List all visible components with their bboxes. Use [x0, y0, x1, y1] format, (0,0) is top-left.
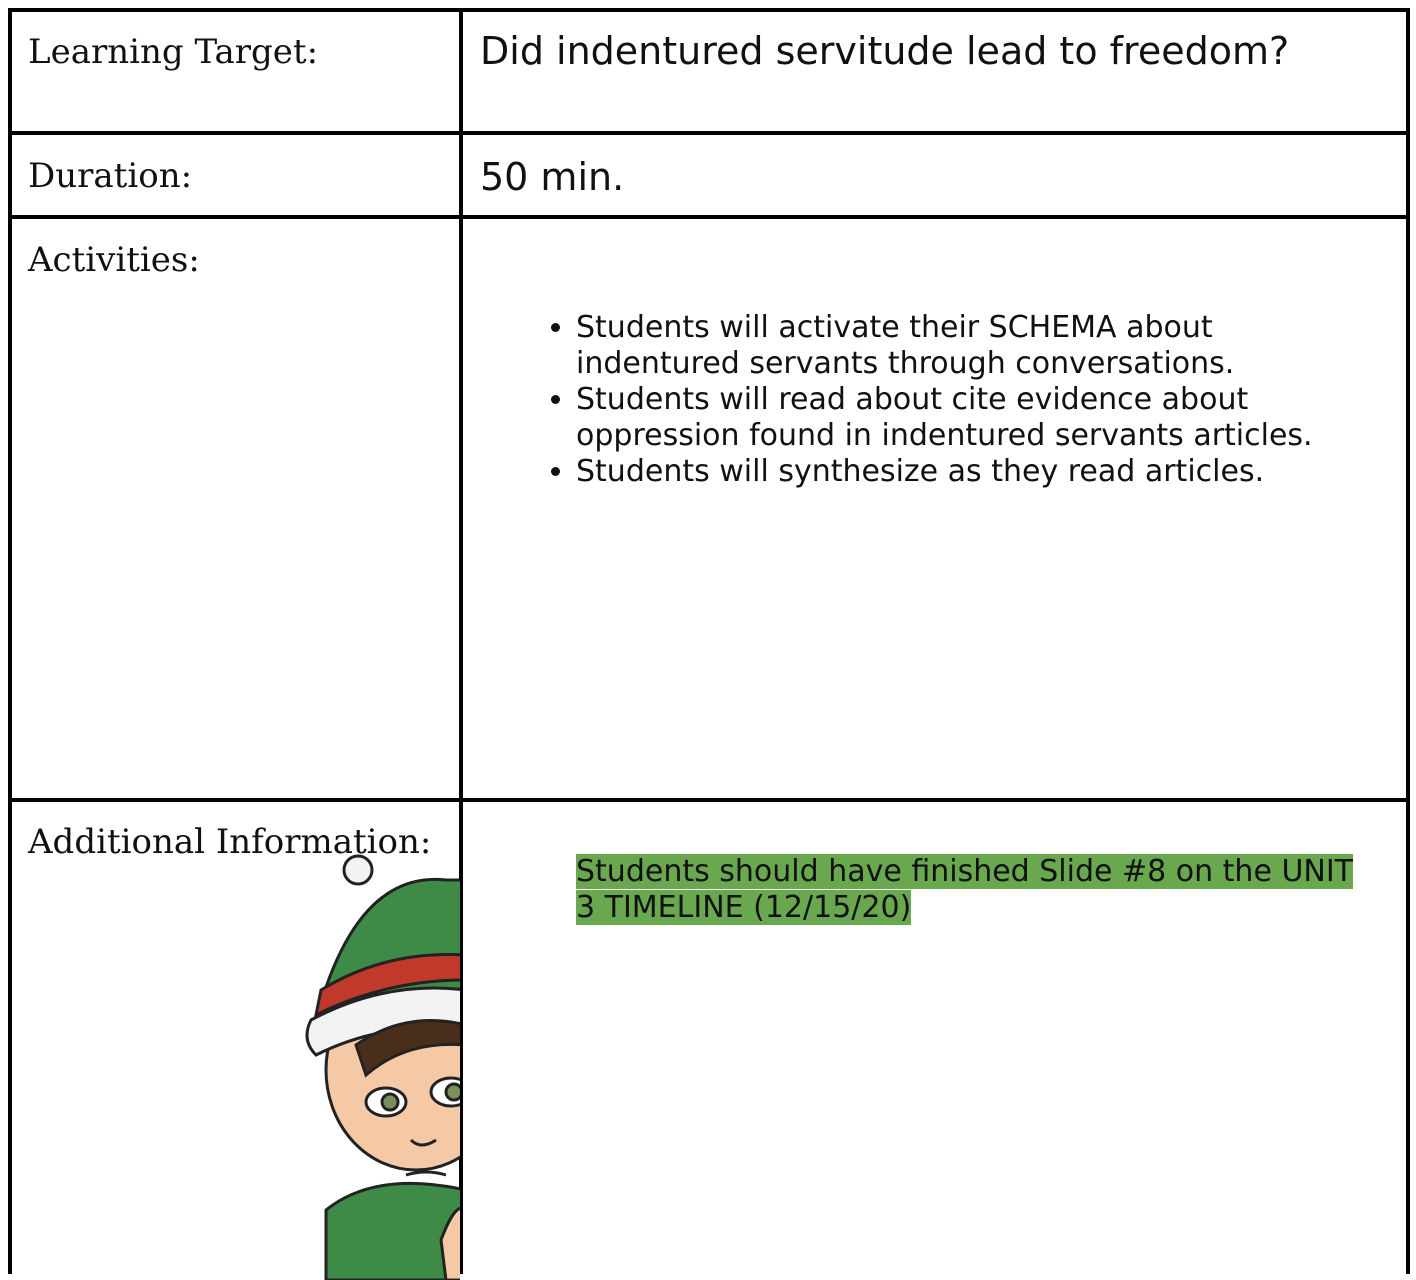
- additional-info: Students should have finished Slide #8 o…: [576, 854, 1366, 926]
- border: [8, 798, 1410, 802]
- duration: 50 min.: [480, 155, 625, 199]
- activity: Students will read about cite evidence a…: [576, 382, 1356, 454]
- row-label: Learning Target:: [28, 32, 319, 72]
- activity: Students will activate their SCHEMA abou…: [576, 310, 1356, 382]
- row-label: Activities:: [28, 240, 200, 280]
- row-label: Additional Information:: [28, 822, 432, 862]
- border: [8, 131, 1410, 135]
- border: [1406, 8, 1410, 1274]
- border: [8, 215, 1410, 219]
- elf-illustration: [305, 854, 460, 1280]
- activity: Students will synthesize as they read ar…: [576, 454, 1356, 490]
- highlight: Students should have finished Slide #8 o…: [576, 854, 1354, 925]
- border: [8, 8, 12, 1274]
- row-label: Duration:: [28, 156, 193, 196]
- activity-list: Students will activate their SCHEMA abou…: [500, 310, 1356, 490]
- learning-target: Did indentured servitude lead to freedom…: [480, 29, 1290, 73]
- border: [459, 8, 463, 1274]
- border: [8, 8, 1410, 12]
